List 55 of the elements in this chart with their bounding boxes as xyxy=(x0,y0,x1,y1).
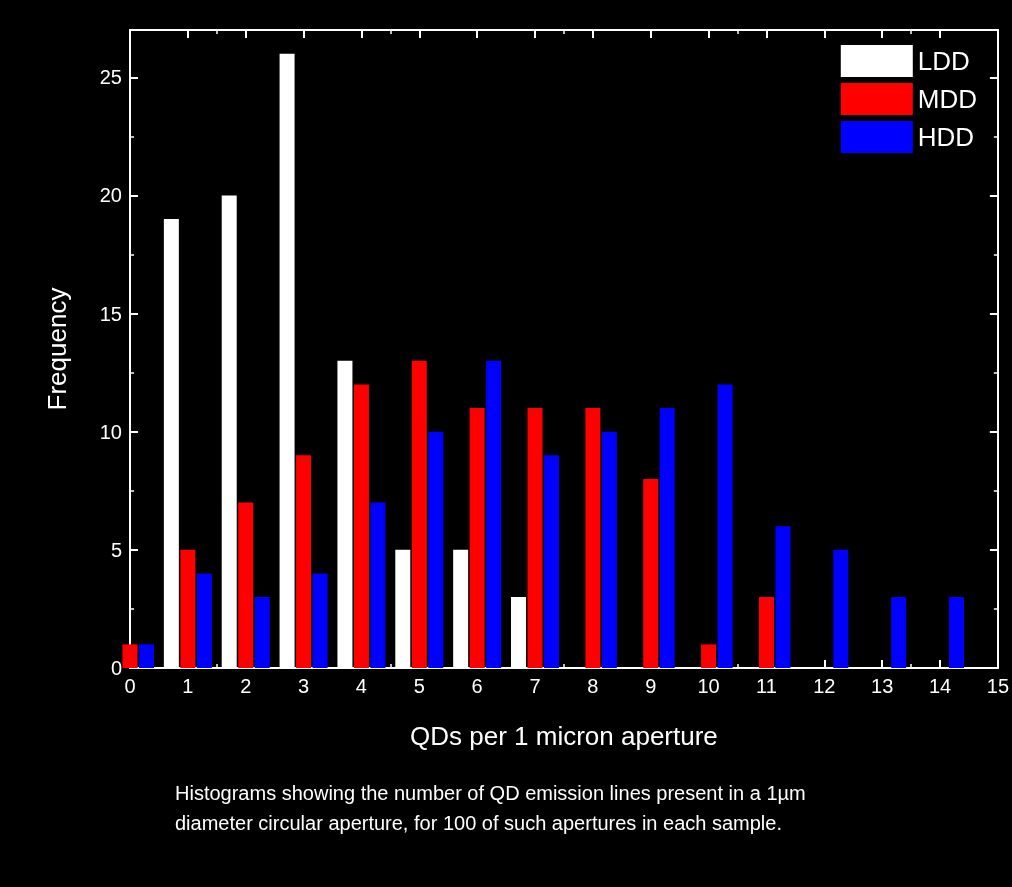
y-tick-label: 25 xyxy=(99,66,122,89)
bar xyxy=(139,644,154,668)
x-tick-label: 4 xyxy=(355,675,367,697)
bar xyxy=(643,478,659,668)
bar xyxy=(122,644,138,668)
x-tick-label: 15 xyxy=(986,675,1009,697)
legend-label: HDD xyxy=(917,122,975,152)
bar xyxy=(469,408,485,668)
y-axis-title: Frequency xyxy=(42,287,72,411)
x-tick-label: 3 xyxy=(298,675,310,697)
x-tick-label: 8 xyxy=(587,675,599,697)
x-tick-label: 12 xyxy=(813,675,836,697)
bar xyxy=(411,360,427,668)
bar xyxy=(775,526,791,668)
bar xyxy=(296,455,312,668)
x-tick-label: 6 xyxy=(471,675,483,697)
x-tick-label: 5 xyxy=(413,675,425,697)
bar xyxy=(601,431,617,668)
legend-label: MDD xyxy=(917,84,978,114)
y-tick-label: 5 xyxy=(110,538,122,561)
text: Histograms showing the number of QD emission lines present in a 1µm diameter circular aperture, for 100 of such apertures in each sample. xyxy=(175,782,812,834)
bar xyxy=(196,573,212,668)
bar xyxy=(428,431,444,668)
x-tick-label: 9 xyxy=(645,675,657,697)
y-tick-label: 0 xyxy=(110,657,122,679)
bar xyxy=(238,502,254,668)
bar xyxy=(370,502,386,668)
bar xyxy=(486,360,502,668)
x-axis-title: QDs per 1 micron aperture xyxy=(410,721,718,751)
y-tick-label: 15 xyxy=(99,302,122,325)
bar xyxy=(758,597,774,668)
y-tick-label: 20 xyxy=(99,184,122,207)
bar xyxy=(312,573,328,668)
y-tick-label: 10 xyxy=(99,420,122,443)
bar xyxy=(254,597,270,668)
bar xyxy=(585,408,601,668)
x-tick-label: 11 xyxy=(756,675,777,697)
bar xyxy=(833,549,849,668)
bar xyxy=(891,597,907,668)
bar xyxy=(717,384,733,668)
x-tick-label: 2 xyxy=(240,675,252,697)
bar xyxy=(353,384,369,668)
x-tick-label: 1 xyxy=(182,675,194,697)
bar xyxy=(544,455,560,668)
x-tick-label: 13 xyxy=(871,675,894,697)
bar xyxy=(527,408,543,668)
bar xyxy=(701,644,717,668)
bar xyxy=(659,408,675,668)
legend-label: LDD xyxy=(917,46,970,76)
x-tick-label: 10 xyxy=(697,675,720,697)
bar xyxy=(180,549,196,668)
x-tick-label: 14 xyxy=(928,675,952,697)
x-tick-label: 7 xyxy=(529,675,541,697)
bar xyxy=(949,597,965,668)
x-tick-label: 0 xyxy=(124,675,136,697)
